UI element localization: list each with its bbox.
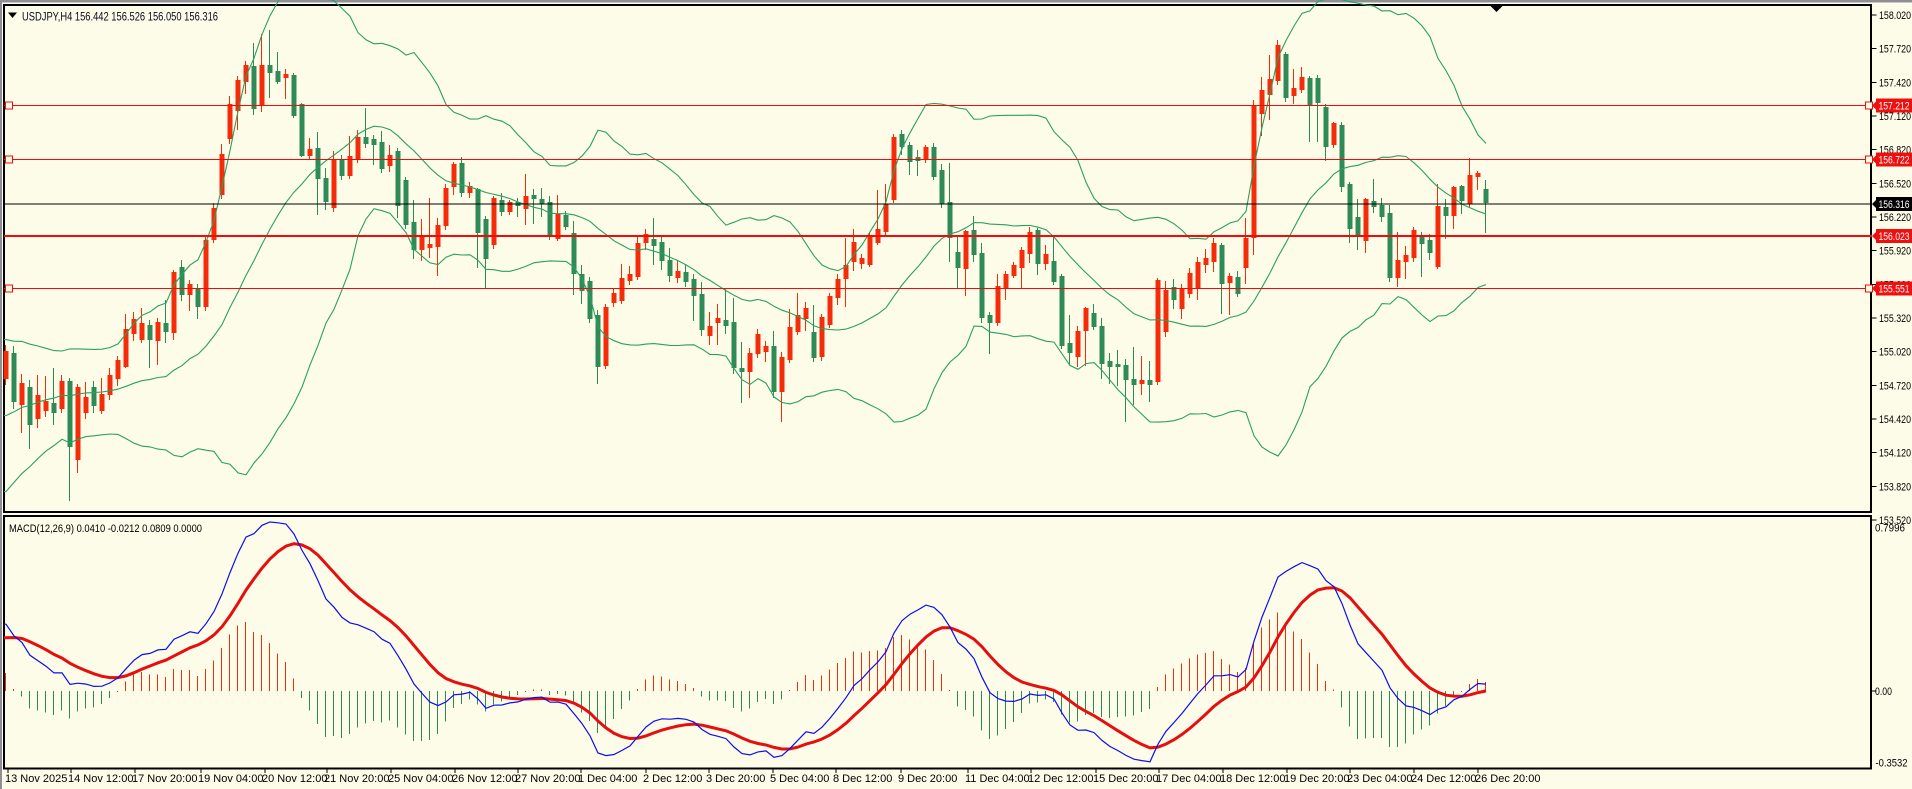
svg-text:20 Nov 12:00: 20 Nov 12:00 (262, 773, 327, 785)
svg-text:154.420: 154.420 (1879, 414, 1911, 426)
svg-text:-0.3532: -0.3532 (1876, 758, 1908, 770)
svg-text:155.320: 155.320 (1879, 313, 1911, 325)
svg-text:USDJPY,H4 156.442 156.526 156: USDJPY,H4 156.442 156.526 156.050 156.31… (22, 12, 218, 24)
svg-text:19 Nov 04:00: 19 Nov 04:00 (198, 773, 263, 785)
svg-text:157.120: 157.120 (1879, 111, 1911, 123)
svg-text:17 Dec 04:00: 17 Dec 04:00 (1156, 773, 1221, 785)
svg-text:0.00: 0.00 (1875, 686, 1892, 698)
svg-text:14 Nov 12:00: 14 Nov 12:00 (68, 773, 133, 785)
svg-text:25 Nov 04:00: 25 Nov 04:00 (388, 773, 453, 785)
svg-text:18 Dec 12:00: 18 Dec 12:00 (1220, 773, 1285, 785)
svg-text:155.920: 155.920 (1879, 246, 1911, 258)
svg-text:24 Dec 12:00: 24 Dec 12:00 (1411, 773, 1476, 785)
svg-text:157.420: 157.420 (1879, 77, 1911, 89)
svg-text:13 Nov 2025: 13 Nov 2025 (5, 773, 67, 785)
svg-text:27 Nov 20:00: 27 Nov 20:00 (515, 773, 580, 785)
svg-text:156.520: 156.520 (1879, 178, 1911, 190)
svg-text:157.212: 157.212 (1879, 101, 1910, 113)
svg-text:158.020: 158.020 (1879, 10, 1911, 22)
svg-text:2 Dec 12:00: 2 Dec 12:00 (643, 773, 702, 785)
svg-text:155.020: 155.020 (1879, 347, 1911, 359)
svg-text:21 Nov 20:00: 21 Nov 20:00 (324, 773, 389, 785)
svg-text:153.520: 153.520 (1879, 515, 1911, 527)
svg-text:156.722: 156.722 (1879, 155, 1910, 167)
svg-text:5 Dec 04:00: 5 Dec 04:00 (770, 773, 829, 785)
svg-text:8 Dec 12:00: 8 Dec 12:00 (833, 773, 892, 785)
svg-text:26 Nov 12:00: 26 Nov 12:00 (452, 773, 517, 785)
svg-text:156.220: 156.220 (1879, 212, 1911, 224)
svg-text:17 Nov 20:00: 17 Nov 20:00 (132, 773, 197, 785)
svg-text:9 Dec 20:00: 9 Dec 20:00 (898, 773, 957, 785)
svg-text:154.720: 154.720 (1879, 380, 1911, 392)
svg-text:0.7996: 0.7996 (1875, 523, 1905, 535)
svg-text:156.316: 156.316 (1879, 199, 1910, 211)
svg-text:1 Dec 04:00: 1 Dec 04:00 (578, 773, 637, 785)
svg-text:26 Dec 20:00: 26 Dec 20:00 (1475, 773, 1540, 785)
svg-text:156.023: 156.023 (1879, 231, 1910, 243)
svg-text:3 Dec 20:00: 3 Dec 20:00 (706, 773, 765, 785)
svg-text:19 Dec 20:00: 19 Dec 20:00 (1284, 773, 1349, 785)
svg-text:23 Dec 04:00: 23 Dec 04:00 (1347, 773, 1412, 785)
svg-text:157.720: 157.720 (1879, 44, 1911, 56)
svg-text:11 Dec 04:00: 11 Dec 04:00 (965, 773, 1030, 785)
svg-text:154.120: 154.120 (1879, 448, 1911, 460)
svg-text:153.820: 153.820 (1879, 481, 1911, 493)
svg-text:MACD(12,26,9) 0.0410 -0.0212 0: MACD(12,26,9) 0.0410 -0.0212 0.0809 0.00… (9, 523, 202, 535)
svg-text:15 Dec 20:00: 15 Dec 20:00 (1093, 773, 1158, 785)
svg-text:155.551: 155.551 (1879, 284, 1910, 296)
svg-text:12 Dec 12:00: 12 Dec 12:00 (1028, 773, 1093, 785)
